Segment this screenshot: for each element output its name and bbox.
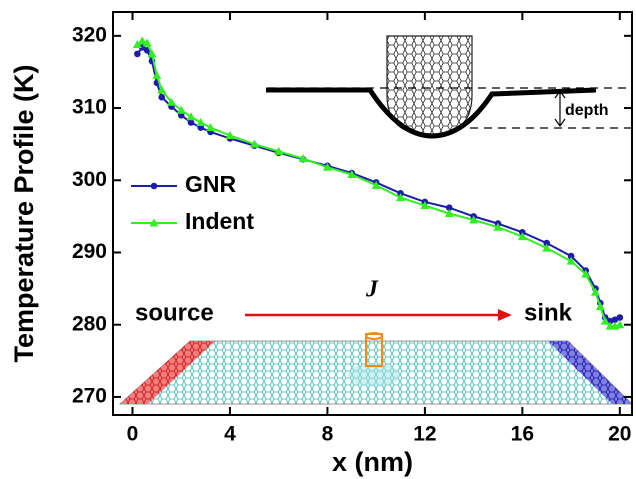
annotation: depth bbox=[565, 102, 609, 119]
y-axis-label: Temperature Profile (K) bbox=[9, 64, 39, 362]
x-tick-label: 4 bbox=[224, 423, 236, 446]
legend-label: GNR bbox=[185, 171, 237, 197]
x-tick-label: 12 bbox=[413, 423, 436, 446]
y-tick-label: 300 bbox=[72, 168, 107, 191]
data-point bbox=[134, 51, 141, 58]
x-tick-label: 20 bbox=[608, 423, 631, 446]
data-point bbox=[206, 123, 215, 131]
x-tick-label: 16 bbox=[511, 423, 534, 446]
data-point bbox=[158, 94, 165, 101]
legend-marker bbox=[151, 183, 158, 190]
legend-label: Indent bbox=[185, 208, 254, 234]
annotation: source bbox=[135, 299, 214, 326]
graphene-sheet bbox=[120, 333, 632, 404]
y-tick-label: 270 bbox=[72, 384, 107, 407]
annotation: J bbox=[365, 277, 379, 303]
y-tick-label: 310 bbox=[72, 96, 107, 119]
y-tick-label: 320 bbox=[72, 23, 107, 46]
indent-inset bbox=[266, 36, 632, 136]
arrow-head bbox=[498, 309, 512, 321]
y-tick-label: 290 bbox=[72, 240, 107, 263]
y-tick-label: 280 bbox=[72, 312, 107, 335]
x-axis-label: x (nm) bbox=[332, 447, 413, 477]
x-tick-label: 8 bbox=[322, 423, 334, 446]
data-point bbox=[617, 314, 624, 321]
x-tick-label: 0 bbox=[127, 423, 139, 446]
data-point bbox=[196, 118, 205, 126]
chart: 270 280 290 300 310 320 0 4 8 12 16 20 x (nm) Tempera… bbox=[0, 0, 636, 479]
annotation: sink bbox=[524, 299, 573, 326]
